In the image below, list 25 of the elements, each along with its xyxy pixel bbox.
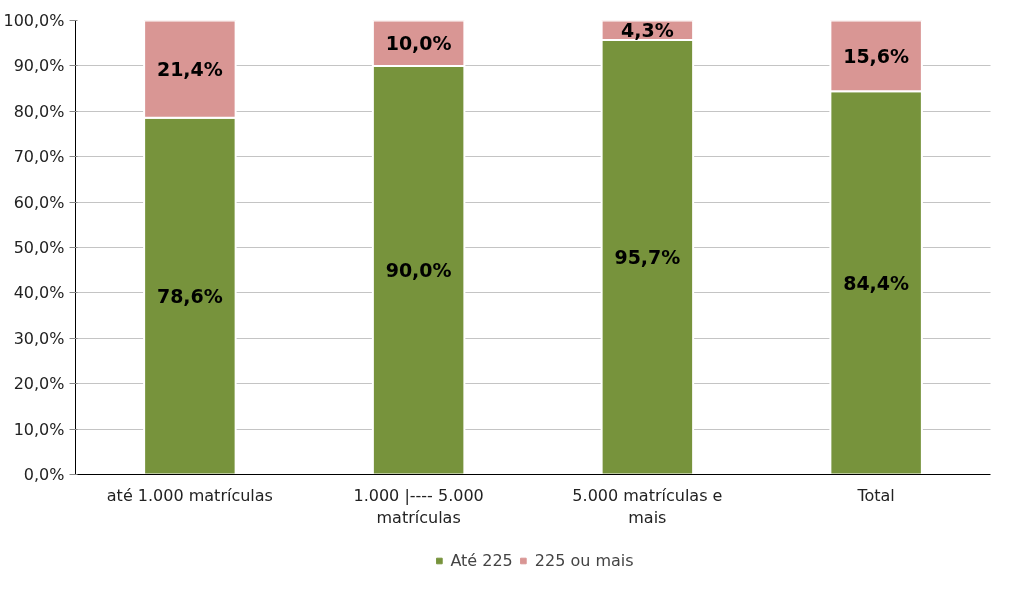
- y-tick-label: 100,0%: [3, 11, 65, 30]
- y-tick-label: 60,0%: [13, 192, 65, 212]
- legend-label: 225 ou mais: [534, 550, 634, 570]
- data-label: 84,4%: [843, 271, 910, 294]
- y-tick-label: 90,0%: [13, 56, 65, 76]
- x-tick-label: até 1.000 matrículas: [106, 485, 273, 505]
- data-label: 78,6%: [156, 285, 223, 308]
- y-tick-label: 20,0%: [13, 374, 65, 394]
- data-label: 95,7%: [614, 246, 681, 269]
- x-tick-label: 5.000 matrículas e mais: [572, 485, 723, 528]
- data-label: 21,4%: [156, 58, 223, 81]
- data-label: 90,0%: [385, 259, 452, 282]
- data-label: 15,6%: [843, 44, 910, 67]
- x-tick-label: Total: [856, 485, 895, 505]
- data-label: 4,3%: [621, 19, 674, 42]
- data-label: 10,0%: [385, 32, 452, 55]
- y-tick-label: 80,0%: [13, 101, 65, 121]
- y-tick-label: 30,0%: [13, 328, 65, 348]
- legend-label: Até 225: [450, 550, 513, 570]
- y-tick-label: 70,0%: [13, 147, 65, 167]
- y-tick-label: 50,0%: [13, 238, 65, 257]
- y-tick-label: 0,0%: [23, 465, 65, 484]
- y-tick-label: 40,0%: [13, 283, 65, 303]
- y-tick-label: 10,0%: [13, 419, 65, 439]
- x-tick-label: 1.000 |---- 5.000 matrículas: [353, 485, 484, 528]
